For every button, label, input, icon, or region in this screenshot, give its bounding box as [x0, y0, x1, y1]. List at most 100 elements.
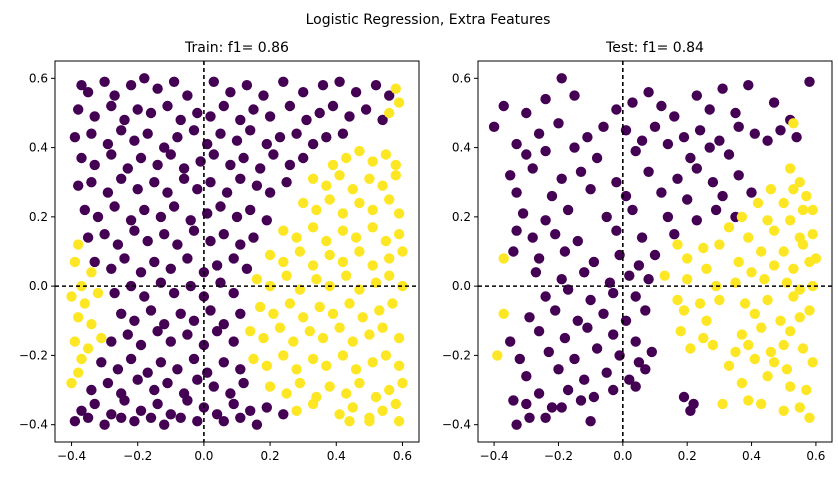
train-point-class0 [132, 104, 143, 115]
train-point-class0 [116, 308, 127, 319]
test-point-class0 [775, 125, 786, 136]
test-point-class0 [582, 322, 593, 333]
train-point-class0 [205, 305, 216, 316]
test-point-class1 [717, 398, 728, 410]
train-point-class0 [281, 177, 292, 188]
test-point-class0 [636, 135, 648, 146]
train-point-class0 [182, 90, 193, 101]
train-point-class0 [182, 253, 193, 264]
test-x-tick-label: 0.2 [678, 449, 697, 463]
train-point-class1 [384, 384, 395, 396]
test-point-class1 [743, 339, 754, 351]
train-point-class1 [291, 232, 302, 243]
test-point-class1 [701, 263, 712, 274]
train-title: Train: f1= 0.86 [184, 40, 289, 56]
test-point-class0 [556, 73, 567, 84]
train-point-class1 [377, 405, 388, 416]
train-point-class0 [268, 149, 279, 160]
test-point-class0 [643, 87, 654, 98]
train-point-class0 [89, 256, 100, 268]
train-point-class1 [324, 381, 335, 392]
test-point-class1 [756, 246, 767, 257]
train-point-class1 [337, 225, 349, 236]
train-point-class0 [162, 377, 173, 389]
test-point-class0 [569, 90, 580, 101]
test-point-class1 [785, 326, 796, 337]
train-point-class1 [264, 381, 276, 392]
test-point-class0 [640, 364, 651, 375]
test-point-class1 [788, 184, 799, 195]
train-point-class1 [321, 360, 332, 371]
train-point-class0 [129, 135, 140, 146]
test-point-class0 [630, 336, 641, 347]
train-point-class1 [288, 336, 299, 347]
test-point-class0 [569, 353, 580, 365]
train-point-class0 [142, 367, 153, 378]
test-y-tick-label: 0.4 [452, 141, 471, 155]
test-point-class0 [511, 187, 522, 198]
train-point-class0 [245, 204, 256, 216]
train-point-class0 [89, 159, 100, 171]
train-point-class0 [159, 319, 170, 330]
train-point-class1 [341, 152, 352, 164]
train-point-class0 [172, 132, 183, 143]
train-x-tick-label: 0.0 [194, 449, 213, 463]
train-point-class1 [364, 173, 375, 184]
train-point-class0 [228, 253, 239, 264]
train-y-tick-label: 0.4 [29, 141, 48, 155]
train-y-tick-label: 0.2 [29, 210, 48, 224]
train-point-class1 [327, 308, 339, 319]
train-point-class1 [324, 249, 335, 261]
test-point-class0 [633, 357, 645, 368]
train-point-class0 [145, 412, 157, 423]
train-point-class0 [102, 377, 114, 389]
train-point-class1 [258, 332, 269, 344]
test-point-class0 [649, 249, 661, 261]
train-point-class0 [175, 308, 186, 319]
train-point-class0 [165, 336, 176, 347]
train-point-class0 [284, 100, 296, 112]
test-point-class0 [511, 138, 522, 150]
train-point-class1 [73, 239, 84, 250]
train-point-class0 [73, 180, 84, 191]
train-point-class1 [367, 204, 378, 216]
train-point-class1 [334, 170, 345, 181]
test-point-class1 [768, 260, 780, 271]
test-point-class1 [701, 315, 712, 326]
train-point-class0 [208, 76, 219, 88]
train-point-class0 [145, 305, 157, 316]
test-point-class1 [765, 346, 777, 358]
test-point-class1 [768, 357, 780, 368]
test-point-class1 [746, 267, 757, 278]
test-point-class0 [585, 184, 596, 195]
test-point-class0 [704, 104, 715, 115]
test-point-class1 [756, 322, 767, 333]
train-point-class1 [341, 270, 352, 281]
train-point-class0 [218, 357, 229, 368]
train-point-class0 [159, 229, 170, 240]
train-point-class0 [235, 173, 246, 184]
test-point-class0 [498, 100, 509, 112]
test-point-class0 [533, 388, 545, 399]
train-point-class0 [149, 384, 160, 396]
train-point-class1 [261, 360, 272, 371]
train-point-class0 [215, 128, 226, 139]
train-point-class0 [235, 114, 246, 126]
test-point-class0 [717, 190, 728, 202]
train-point-class0 [152, 83, 163, 94]
train-point-class0 [152, 159, 163, 171]
test-point-class0 [656, 187, 667, 198]
test-point-class1 [756, 398, 767, 410]
test-point-class0 [669, 111, 680, 122]
train-point-class1 [397, 246, 408, 257]
test-point-class0 [559, 332, 571, 344]
test-point-class0 [604, 277, 616, 288]
train-point-class0 [192, 107, 203, 119]
test-point-class0 [620, 190, 632, 202]
train-scatter-panel: Train: f1= 0.86 −0.4 −0.2 0.0 0.2 0.4 0.6 −0.4 −… [19, 40, 420, 463]
test-point-class0 [511, 225, 522, 236]
test-point-class1 [775, 315, 786, 326]
test-x-tick-label: 0.0 [613, 449, 632, 463]
train-point-class0 [106, 149, 117, 160]
train-point-class1 [278, 256, 289, 268]
